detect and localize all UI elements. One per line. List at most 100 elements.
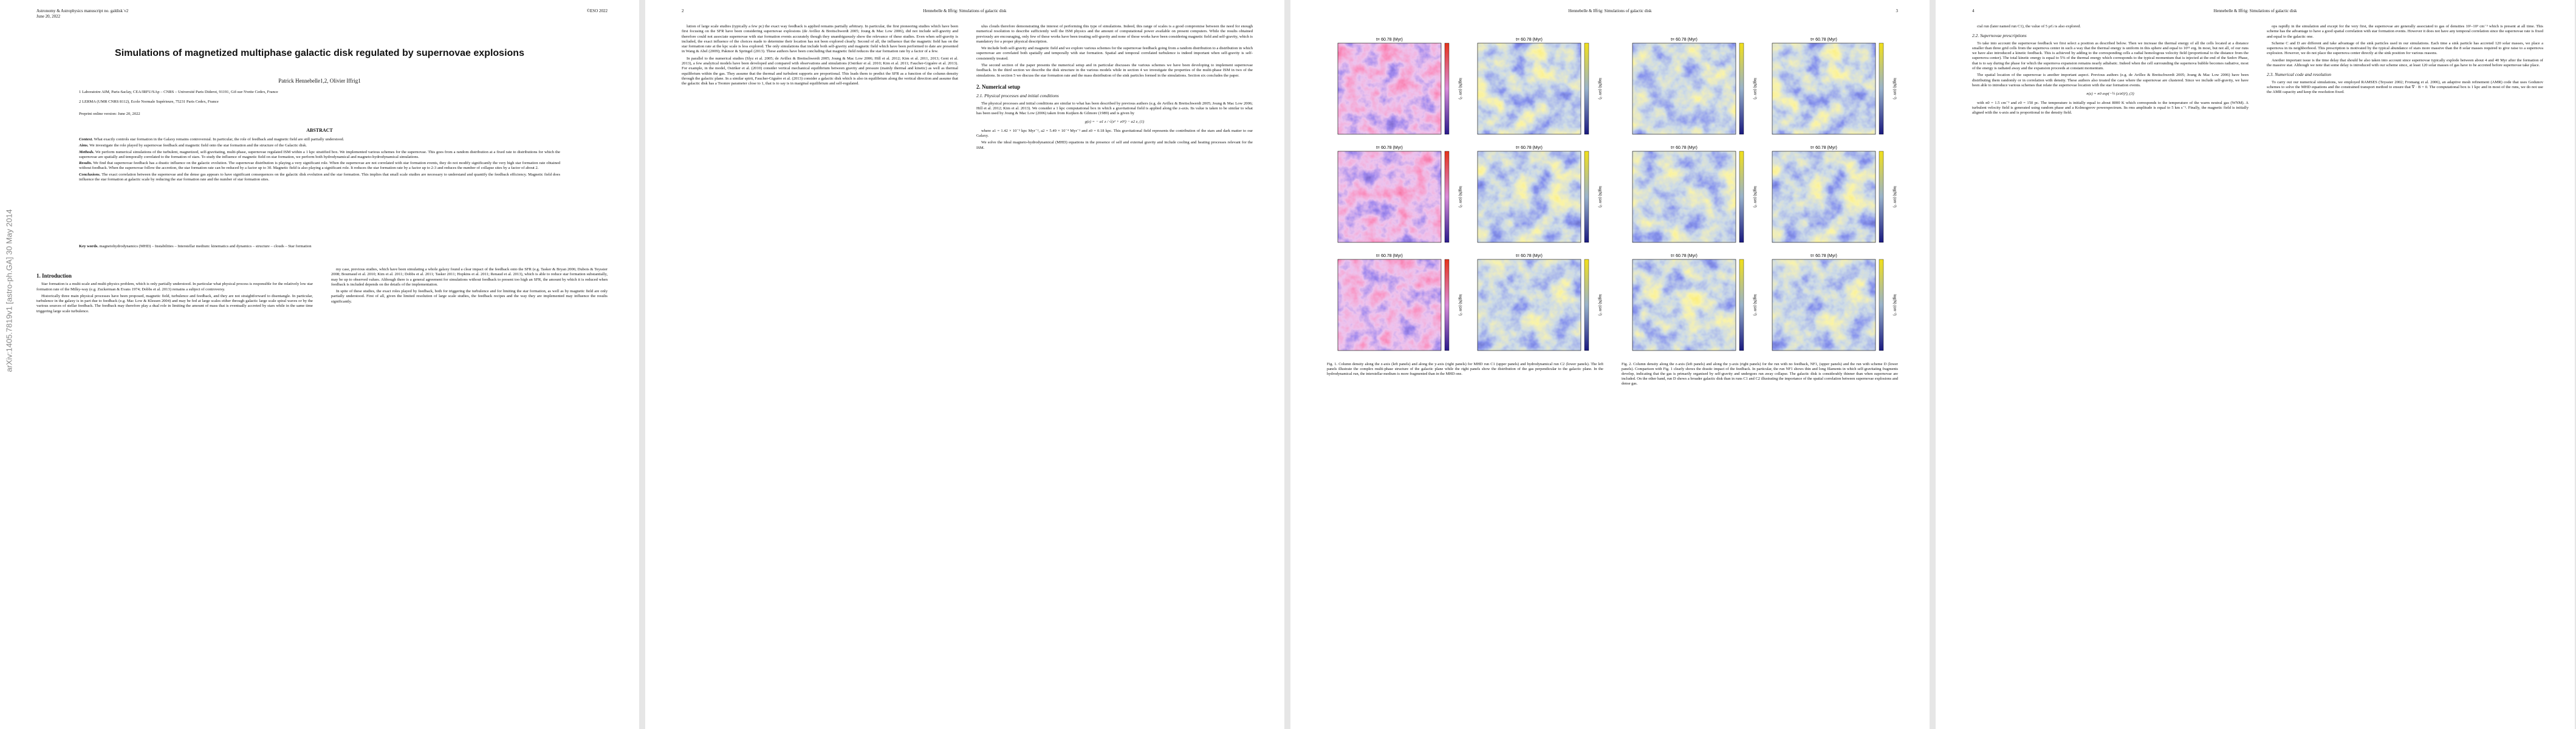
abstract-label: Context.: [79, 137, 93, 142]
figure-caption: Fig. 2. Column density along the z-axis …: [1622, 362, 1898, 386]
running-header-left: Astronomy & Astrophysics manuscript no. …: [36, 9, 129, 13]
panel-title: t= 60.78 (Myr): [1516, 146, 1543, 150]
header-date: June 20, 2022: [36, 14, 61, 19]
abstract-label: Conclusions.: [79, 172, 101, 177]
figure: t= 60.78 (Myr) log(N) (cm⁻²) t= 60.78 (Myr…: [1632, 38, 1896, 351]
map-frame: [1337, 151, 1442, 243]
abstract-label: Aims.: [79, 143, 89, 148]
paragraph: lution of large scale studies (typically…: [682, 24, 958, 54]
subsection-heading: 2.2. Supernovae prescriptions: [1972, 33, 2027, 39]
running-header-left: 2: [682, 9, 684, 13]
colorbar-label: log(N) (cm⁻²): [1893, 294, 1896, 315]
abstract-text: We perform numerical simulations of the …: [79, 149, 561, 159]
colorbar: [1584, 259, 1589, 351]
map-frame: [1772, 259, 1876, 351]
figure: t= 60.78 (Myr) log(N) (cm⁻²) t= 60.78 (Myr…: [1337, 38, 1601, 351]
density-map: [1772, 151, 1875, 242]
page: Hennebelle & Iffrig: Simulations of gala…: [1290, 0, 1930, 729]
paragraph: In parallel to the numerical studies (Sl…: [682, 56, 958, 86]
running-header: Hennebelle & Iffrig: Simulations of gala…: [1568, 9, 1652, 13]
panel-title: t= 60.78 (Myr): [1810, 254, 1837, 258]
paper-title: Simulations of magnetized multiphase gal…: [115, 48, 524, 58]
panel-title: t= 60.78 (Myr): [1671, 146, 1697, 150]
section-heading: 2. Numerical setup: [976, 83, 1021, 90]
density-map: [1338, 259, 1441, 351]
density-map: [1632, 259, 1736, 351]
panel-title: t= 60.78 (Myr): [1810, 146, 1837, 150]
density-map: [1772, 43, 1875, 134]
density-map: [1478, 43, 1581, 134]
paragraph: The physical processes and initial condi…: [976, 101, 1253, 116]
colorbar: [1584, 43, 1589, 135]
density-map: [1478, 259, 1581, 351]
page: 2 Hennebelle & Iffrig: Simulations of gal…: [645, 0, 1284, 729]
paragraph: where a1 = 1.42 × 10⁻³ kpc Myr⁻², a2 = 5…: [976, 128, 1253, 139]
page: Astronomy & Astrophysics manuscript no. …: [0, 0, 639, 729]
abstract-item: Conclusions. The exact correlation betwe…: [79, 173, 560, 183]
colorbar-label: log(N) (cm⁻²): [1753, 294, 1756, 315]
abstract-text: What exactly controls star formation in …: [94, 137, 344, 142]
equation: g(z) = − a1 z / √(z² + z0²) − a2 z, (1): [1084, 120, 1145, 125]
paragraph: my case, previous studies, which have be…: [331, 267, 608, 287]
running-header-left: 4: [1972, 9, 1975, 13]
density-map: [1338, 43, 1441, 134]
abstract-item: Context. What exactly controls star form…: [79, 137, 560, 142]
colorbar-label: log(N) (cm⁻²): [1893, 78, 1896, 99]
colorbar-label: log(N) (cm⁻²): [1458, 186, 1462, 207]
map-frame: [1477, 259, 1581, 351]
colorbar-label: log(N) (cm⁻²): [1753, 186, 1756, 207]
paragraph: with n0 = 1.5 cm⁻³ and z0 = 150 pc. The …: [1972, 100, 2249, 115]
abstract: Context. What exactly controls star form…: [79, 137, 560, 183]
colorbar: [1739, 43, 1744, 135]
arxiv-stamp: arXiv:1405.7819v1 [astro-ph.GA] 30 May 2…: [4, 209, 14, 372]
map-frame: [1772, 43, 1876, 135]
map-frame: [1477, 43, 1581, 135]
authors: Patrick Hennebelle1,2, Olivier Iffrig1: [278, 78, 361, 84]
colorbar-label: log(N) (cm⁻²): [1598, 186, 1601, 207]
abstract-item: Aims. We investigate the role played by …: [79, 143, 560, 148]
colorbar: [1879, 151, 1884, 243]
map-frame: [1337, 259, 1442, 351]
paragraph: ulus clouds therefore demonstrating the …: [976, 24, 1253, 44]
colorbar-label: log(N) (cm⁻²): [1458, 294, 1462, 315]
colorbar-label: log(N) (cm⁻²): [1753, 78, 1756, 99]
paragraph: ops rapidly in the simulation and except…: [2267, 24, 2543, 39]
keywords-text: magnetohydrodynamics (MHD) – Instabiliti…: [99, 244, 312, 248]
running-header-right: ©ESO 2022: [586, 9, 608, 13]
map-frame: [1632, 43, 1736, 135]
density-map: [1772, 259, 1875, 351]
map-frame: [1337, 43, 1442, 135]
text-column: my case, previous studies, which have be…: [331, 267, 608, 306]
affiliation: 1 Laboratoire AIM, Paris-Saclay, CEA/IRF…: [79, 90, 278, 94]
density-map: [1478, 151, 1581, 242]
colorbar-label: log(N) (cm⁻²): [1458, 78, 1462, 99]
map-frame: [1632, 259, 1736, 351]
panel-title: t= 60.78 (Myr): [1671, 38, 1697, 42]
panel-title: t= 60.78 (Myr): [1376, 38, 1403, 42]
colorbar: [1739, 151, 1744, 243]
colorbar: [1739, 259, 1744, 351]
text-column: ulus clouds therefore demonstrating the …: [976, 24, 1253, 152]
paragraph: Historically three main physical process…: [36, 293, 313, 313]
text-column: lution of large scale studies (typically…: [682, 24, 958, 89]
colorbar: [1584, 151, 1589, 243]
abstract-item: Methods. We perform numerical simulation…: [79, 150, 560, 160]
abstract-text: The exact correlation between the supern…: [79, 172, 561, 182]
text-column: cial run (later named run C1), the value…: [1972, 24, 2249, 117]
paragraph: Star formation is a multi-scale and mult…: [36, 282, 313, 292]
panel-title: t= 60.78 (Myr): [1516, 38, 1543, 42]
density-map: [1338, 151, 1441, 242]
keywords-label: Key words.: [79, 244, 98, 248]
figure-caption: Fig. 1. Column density along the z-axis …: [1327, 362, 1603, 376]
affiliation: 2 LERMA (UMR CNRS 8112), Ecole Normale S…: [79, 100, 219, 104]
subsection-heading: 2.1. Physical processes and initial cond…: [976, 93, 1059, 99]
panel-title: t= 60.78 (Myr): [1671, 254, 1697, 258]
paragraph: In spite of these studies, the exact rol…: [331, 289, 608, 304]
abstract-heading: ABSTRACT: [306, 128, 333, 133]
abstract-text: We investigate the role played by supern…: [89, 143, 307, 148]
abstract-label: Results.: [79, 161, 92, 166]
paragraph: Another important issue is the time dela…: [2267, 58, 2543, 68]
equation: n(z) = n0 exp(−½ (z/z0)²), (3): [2086, 92, 2134, 97]
paragraph: Scheme C and D are different and take ad…: [2267, 41, 2543, 56]
